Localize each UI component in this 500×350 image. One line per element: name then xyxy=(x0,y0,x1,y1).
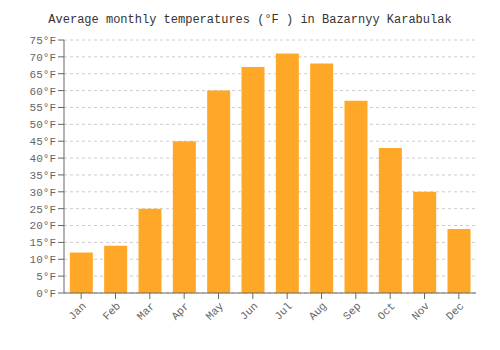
svg-text:55°F: 55°F xyxy=(30,102,56,114)
svg-text:10°F: 10°F xyxy=(30,254,56,266)
svg-text:75°F: 75°F xyxy=(30,35,56,47)
svg-text:Dec: Dec xyxy=(444,300,466,322)
svg-text:Nov: Nov xyxy=(410,300,433,323)
svg-text:50°F: 50°F xyxy=(30,119,56,131)
svg-text:Mar: Mar xyxy=(135,300,157,322)
svg-text:5°F: 5°F xyxy=(36,271,56,283)
svg-text:0°F: 0°F xyxy=(36,288,56,300)
svg-text:Sep: Sep xyxy=(341,300,363,322)
svg-text:25°F: 25°F xyxy=(30,204,56,216)
svg-text:Oct: Oct xyxy=(375,300,397,322)
svg-text:35°F: 35°F xyxy=(30,170,56,182)
svg-text:60°F: 60°F xyxy=(30,86,56,98)
html-text:Average monthly temperatures (: Average monthly temperatures (°F ) in Ba… xyxy=(48,13,452,27)
svg-text:Apr: Apr xyxy=(169,300,191,322)
svg-text:45°F: 45°F xyxy=(30,136,56,148)
svg-text:Jul: Jul xyxy=(272,300,294,322)
svg-text:15°F: 15°F xyxy=(30,237,56,249)
svg-text:Jun: Jun xyxy=(238,300,260,322)
svg-text:65°F: 65°F xyxy=(30,69,56,81)
svg-text:Aug: Aug xyxy=(307,300,329,322)
svg-text:20°F: 20°F xyxy=(30,220,56,232)
svg-text:70°F: 70°F xyxy=(30,52,56,64)
svg-text:Feb: Feb xyxy=(101,300,123,322)
svg-text:40°F: 40°F xyxy=(30,153,56,165)
svg-text:Jan: Jan xyxy=(66,300,88,322)
svg-text:May: May xyxy=(204,300,227,323)
svg-text:30°F: 30°F xyxy=(30,187,56,199)
